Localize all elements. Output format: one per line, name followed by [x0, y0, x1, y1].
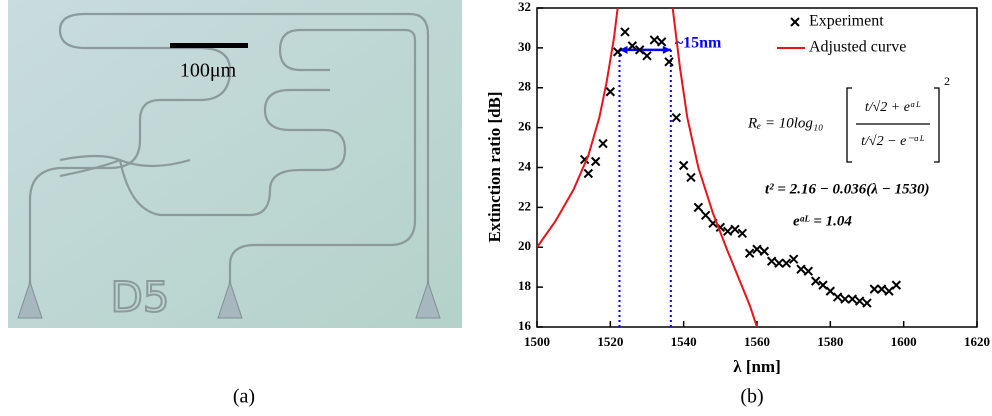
- data-point: [869, 284, 880, 294]
- waveguide: [28, 12, 430, 290]
- data-point: [678, 160, 689, 171]
- data-point: [627, 41, 638, 51]
- scale-bar: [170, 43, 248, 48]
- data-point: [810, 276, 821, 286]
- data-point: [590, 156, 601, 167]
- data-point: [803, 266, 814, 276]
- plot-frame: [536, 7, 978, 328]
- data-point: [766, 256, 777, 266]
- data-point: [671, 112, 682, 123]
- data-point: [642, 51, 652, 61]
- y-tick-label: 18: [518, 278, 532, 293]
- micrograph-background: [8, 0, 462, 328]
- x-tick-label: 1540: [671, 334, 697, 349]
- formula: Rₑ = 10log₁₀: [747, 115, 823, 131]
- data-point: [656, 37, 667, 47]
- waveguide: [228, 28, 417, 290]
- data-point: [891, 280, 902, 290]
- x-tick-label: 1620: [964, 334, 990, 349]
- y-tick-label: 26: [518, 119, 532, 134]
- y-tick-label: 32: [518, 0, 531, 14]
- data-point: [649, 35, 660, 45]
- data-point: [759, 246, 770, 256]
- x-tick-label: 1520: [597, 334, 623, 349]
- data-point: [774, 258, 784, 268]
- data-point: [796, 264, 806, 274]
- data-point: [722, 226, 733, 237]
- formula: t/√2 + eᵅᴸ: [865, 100, 921, 115]
- data-point: [854, 296, 865, 306]
- data-point: [832, 292, 843, 302]
- legend-label: Adjusted curve: [809, 39, 906, 56]
- data-point: [605, 87, 616, 97]
- x-tick-label: 1560: [744, 334, 770, 349]
- y-axis-title: Extinction ratio [dB]: [485, 91, 504, 242]
- micrograph: 100μm D5: [8, 0, 462, 328]
- x-axis-title: λ [nm]: [733, 357, 781, 376]
- data-point: [583, 168, 594, 179]
- data-point: [664, 57, 674, 67]
- x-tick-label: 1500: [524, 334, 550, 349]
- data-point: [876, 284, 887, 294]
- span-label: ~15nm: [675, 35, 722, 52]
- formula-bracket: [846, 87, 940, 163]
- y-tick-label: 30: [518, 39, 531, 54]
- data-point: [620, 27, 630, 37]
- data-point: [847, 294, 858, 304]
- data-point: [744, 248, 755, 258]
- data-point: [752, 244, 762, 254]
- data-point: [737, 228, 748, 239]
- formula: t/√2 − e⁻ᵅᴸ: [861, 134, 925, 149]
- panel-label: (a): [233, 386, 255, 408]
- panel-label: (b): [740, 386, 763, 408]
- legend-label: Experiment: [809, 13, 884, 30]
- y-tick-label: 22: [518, 198, 531, 213]
- formula: t² = 2.16 − 0.036(λ − 1530): [765, 181, 930, 197]
- chip-label: D5: [110, 273, 169, 322]
- data-point: [730, 224, 740, 235]
- formula: eᵅᴸ = 1.04: [793, 213, 852, 229]
- x-tick-label: 1580: [817, 334, 843, 349]
- data-point: [598, 138, 608, 149]
- data-point: [781, 258, 792, 268]
- data-point: [700, 210, 711, 221]
- data-point: [862, 298, 872, 308]
- grating-coupler: [17, 280, 441, 319]
- data-point: [686, 172, 696, 183]
- data-point: [840, 294, 850, 304]
- y-tick-label: 24: [518, 158, 532, 173]
- data-point: [788, 254, 799, 264]
- y-tick-label: 28: [518, 79, 532, 94]
- formula: 2: [944, 74, 950, 88]
- scale-bar-label: 100μm: [180, 60, 237, 82]
- data-point: [612, 47, 623, 57]
- waveguide: [118, 88, 347, 217]
- x-tick-label: 1600: [891, 334, 917, 349]
- legend-marker: [790, 17, 800, 27]
- y-tick-label: 20: [518, 238, 531, 253]
- fit-curve: [537, 8, 758, 327]
- y-tick-label: 16: [518, 318, 532, 333]
- data-point: [693, 202, 704, 213]
